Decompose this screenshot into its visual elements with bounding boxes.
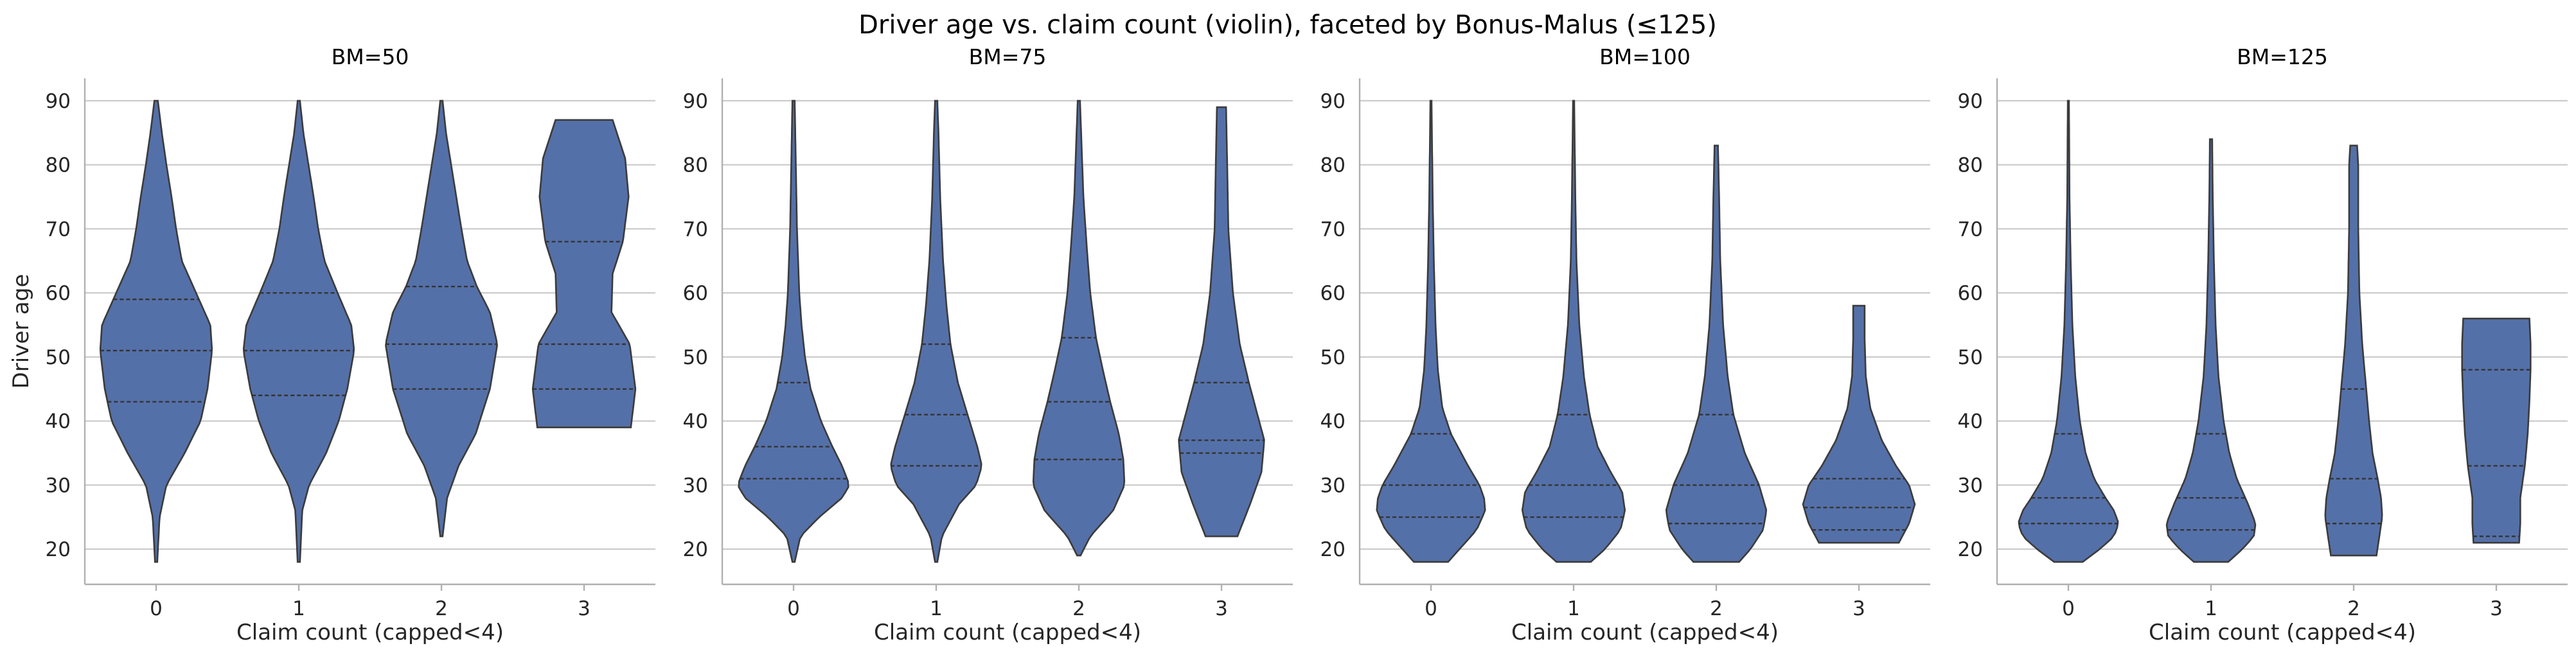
x-tick-label: 1	[2205, 597, 2217, 620]
y-tick-label: 60	[1958, 282, 1983, 305]
facet-panel: BM=75 20 30 40 50 60 70 80 90 0 1 2 3 Claim count (ca…	[683, 44, 1293, 645]
violin-body	[385, 100, 498, 537]
violin-body	[1376, 100, 1486, 563]
violin-body	[738, 100, 849, 563]
y-tick-label: 20	[683, 538, 708, 561]
y-tick-label: 80	[1958, 154, 1983, 177]
facet-panel: BM=100 20 30 40 50 60 70 80 90 0 1 2 3 Claim count (c…	[1320, 44, 1930, 645]
y-axis-label: Driver age	[8, 274, 34, 389]
x-tick-label: 1	[292, 597, 305, 620]
figure-title: Driver age vs. claim count (violin), fac…	[858, 10, 1717, 40]
x-tick-label: 3	[1852, 597, 1865, 620]
y-tick-label: 90	[46, 90, 71, 113]
violin-body	[2461, 317, 2532, 544]
violin-body	[99, 100, 213, 563]
violin-body	[1802, 304, 1916, 544]
violin-body	[531, 119, 637, 428]
y-tick-label: 60	[683, 282, 708, 305]
y-tick-label: 40	[683, 410, 708, 433]
y-tick-label: 90	[683, 90, 708, 113]
x-tick-label: 3	[2490, 597, 2503, 620]
violin-body	[2018, 100, 2119, 563]
y-tick-label: 40	[1320, 410, 1346, 433]
x-tick-label: 3	[578, 597, 591, 620]
y-tick-label: 40	[46, 410, 71, 433]
y-tick-label: 70	[46, 218, 71, 241]
x-tick-label: 0	[150, 597, 163, 620]
x-tick-label: 2	[1072, 597, 1085, 620]
y-tick-label: 30	[1958, 474, 1983, 497]
x-tick-label: 2	[1710, 597, 1723, 620]
facet-title: BM=125	[2237, 44, 2328, 69]
y-tick-label: 30	[683, 474, 708, 497]
violin-body	[890, 100, 982, 563]
facet-title: BM=100	[1599, 44, 1691, 69]
y-tick-label: 50	[1958, 346, 1983, 369]
facet-panel: BM=50 20 30 40 50 60 70 80 90 0 1 2 3 Claim count (ca…	[8, 44, 655, 645]
y-tick-label: 20	[1320, 538, 1346, 561]
y-tick-label: 90	[1320, 90, 1346, 113]
violin-body	[1178, 106, 1265, 537]
x-axis-label: Claim count (capped<4)	[2149, 620, 2416, 645]
y-tick-label: 80	[1320, 154, 1346, 177]
violin-body	[1521, 100, 1626, 563]
x-tick-label: 2	[2347, 597, 2360, 620]
x-axis-label: Claim count (capped<4)	[236, 620, 504, 645]
x-tick-label: 1	[930, 597, 943, 620]
violin-body	[1665, 144, 1768, 563]
violin-body	[2165, 138, 2257, 563]
y-tick-label: 90	[1958, 90, 1983, 113]
y-tick-label: 30	[46, 474, 71, 497]
y-tick-label: 20	[1958, 538, 1983, 561]
facet-title: BM=75	[969, 44, 1047, 69]
y-tick-label: 60	[46, 282, 71, 305]
y-tick-label: 80	[46, 154, 71, 177]
x-tick-label: 0	[787, 597, 800, 620]
y-tick-label: 30	[1320, 474, 1346, 497]
y-tick-label: 50	[46, 346, 71, 369]
violin-body	[242, 100, 355, 563]
facet-panel: BM=125 20 30 40 50 60 70 80 90 0 1 2 3 Claim count (c…	[1958, 44, 2568, 645]
y-tick-label: 20	[46, 538, 71, 561]
x-tick-label: 3	[1215, 597, 1228, 620]
facet-title: BM=50	[332, 44, 409, 69]
y-tick-label: 60	[1320, 282, 1346, 305]
violin-body	[1032, 100, 1126, 557]
x-tick-label: 0	[1425, 597, 1437, 620]
x-axis-label: Claim count (capped<4)	[1511, 620, 1779, 645]
y-tick-label: 50	[683, 346, 708, 369]
y-tick-label: 70	[683, 218, 708, 241]
y-tick-label: 40	[1958, 410, 1983, 433]
x-tick-label: 2	[435, 597, 448, 620]
violin-body	[2324, 144, 2383, 557]
y-tick-label: 50	[1320, 346, 1346, 369]
y-tick-label: 80	[683, 154, 708, 177]
x-tick-label: 0	[2062, 597, 2075, 620]
x-axis-label: Claim count (capped<4)	[874, 620, 1141, 645]
y-tick-label: 70	[1958, 218, 1983, 241]
y-tick-label: 70	[1320, 218, 1346, 241]
x-tick-label: 1	[1567, 597, 1580, 620]
